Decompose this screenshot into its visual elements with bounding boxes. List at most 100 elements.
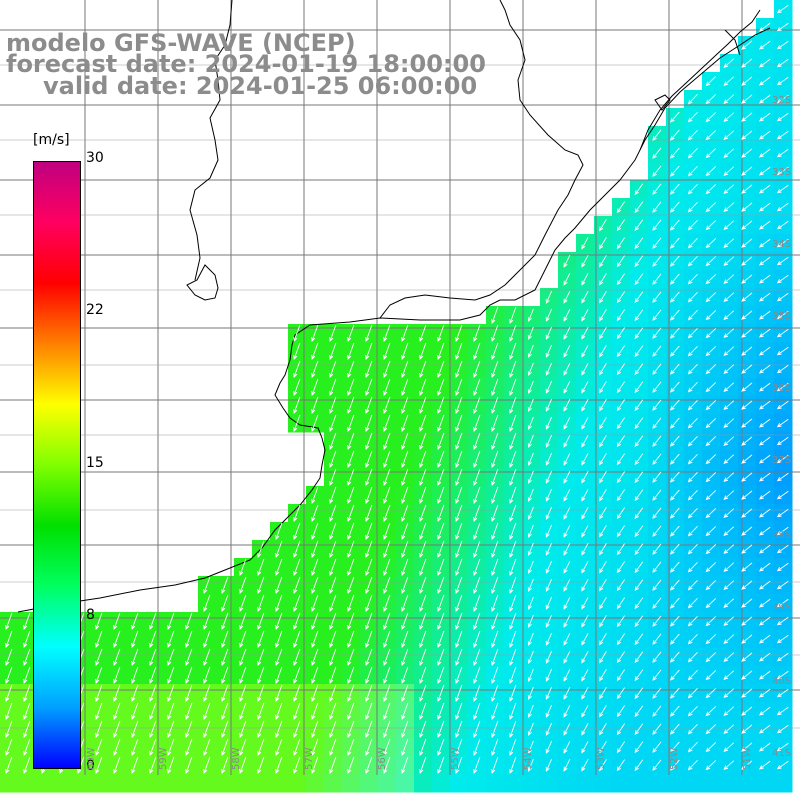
wind-arrow [776,148,789,158]
wind-arrow [491,630,499,648]
wind-arrow [509,468,517,486]
wind-arrow [509,504,517,522]
wind-arrow [347,414,355,432]
wind-arrow [23,666,31,684]
wind-arrow [776,454,789,464]
wind-arrow [419,558,427,576]
wind-arrow [705,742,717,753]
wind-speed-cell [756,774,775,793]
wind-arrow [437,684,445,702]
wind-arrow [239,720,247,738]
wind-arrow [741,382,753,392]
wind-arrow [652,705,662,717]
wind-arrow [741,598,753,608]
wind-arrow [401,684,409,702]
wind-arrow [473,702,481,720]
wind-arrow [581,759,589,772]
wind-arrow [705,400,717,411]
wind-arrow [113,720,121,738]
wind-arrow [95,648,103,666]
wind-arrow [527,326,534,340]
wind-arrow [437,432,445,450]
wind-arrow [563,290,571,304]
wind-arrow [776,184,789,194]
wind-arrow [419,630,427,648]
wind-arrow [5,738,13,756]
wind-speed-cell [0,774,19,793]
wind-arrow [670,579,680,591]
wind-arrow [758,364,771,374]
title-model: modelo GFS-WAVE (NCEP) [6,29,356,57]
wind-arrow [437,378,445,396]
lat-label: 33S [772,167,792,178]
wind-speed-cell [486,774,505,793]
wind-arrow [705,526,717,537]
wind-arrow [545,308,553,322]
lat-label: 39S [772,602,792,613]
wind-arrow [131,630,139,648]
wind-arrow [741,166,753,176]
wind-arrow [670,399,680,411]
wind-arrow [275,738,283,756]
wind-arrow [599,435,607,448]
wind-arrow [758,346,771,356]
wind-arrow [723,94,735,104]
wind-arrow [687,489,698,501]
wind-arrow [776,328,789,338]
wind-arrow [687,273,698,285]
wind-speed-cell [612,774,631,793]
wind-speed-cell [234,774,253,793]
wind-arrow [473,594,481,612]
wind-arrow [723,688,735,698]
wind-arrow [527,686,534,700]
wind-arrow [723,346,735,356]
wind-arrow [563,704,571,718]
wind-arrow [167,684,175,702]
wind-speed-cell [504,774,523,793]
wind-arrow [455,576,463,594]
wind-arrow [634,651,644,664]
wind-arrow [329,594,337,612]
wind-arrow [455,594,463,612]
wind-arrow [616,417,625,430]
wind-arrow [741,688,753,698]
wind-arrow [527,362,534,376]
wind-arrow [473,576,481,594]
wind-arrow [758,22,771,32]
wind-arrow [383,558,391,576]
wind-arrow [616,435,625,448]
wind-arrow [5,720,13,738]
wind-arrow [95,738,103,756]
wind-arrow [185,684,193,702]
wind-arrow [670,705,680,717]
wind-arrow [311,612,319,630]
wind-arrow [365,504,373,522]
colorbar-unit: [m/s] [33,132,70,148]
wind-arrow [670,165,680,177]
wind-arrow [239,612,247,630]
wind-arrow [616,291,625,304]
wind-arrow [293,738,301,756]
wind-arrow [527,560,534,574]
wind-arrow [705,508,717,519]
wind-arrow [687,417,698,429]
wind-arrow [329,414,337,432]
wind-arrow [776,526,789,536]
wind-arrow [239,558,247,576]
wind-arrow [527,524,534,538]
wind-arrow [776,598,789,608]
wind-arrow [527,488,534,502]
wind-arrow [563,722,571,736]
wind-arrow [455,522,463,540]
wind-arrow [509,306,517,324]
wind-arrow [329,360,337,378]
wind-arrow [185,702,193,720]
wind-arrow [723,220,735,230]
wind-arrow [419,468,427,486]
wind-arrow [687,669,698,681]
wind-arrow [491,396,499,414]
wind-arrow [741,562,753,572]
wind-arrow [311,630,319,648]
wind-arrow [634,759,644,772]
wind-arrow [23,756,31,774]
